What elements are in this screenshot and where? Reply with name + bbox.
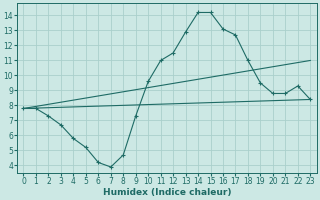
X-axis label: Humidex (Indice chaleur): Humidex (Indice chaleur) bbox=[103, 188, 231, 197]
